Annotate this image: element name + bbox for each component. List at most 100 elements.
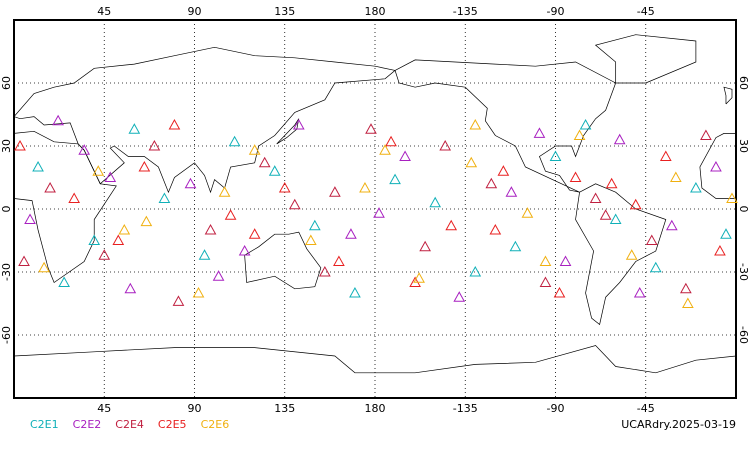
- observation-marker: [158, 192, 171, 203]
- x-tick-label: 135: [274, 402, 295, 415]
- observation-marker: [445, 219, 458, 231]
- observation-marker: [204, 223, 217, 235]
- observation-marker: [198, 249, 211, 260]
- observation-marker: [345, 228, 357, 239]
- observation-marker: [559, 255, 572, 266]
- observation-marker: [138, 160, 151, 172]
- coastline: [594, 34, 697, 84]
- observation-marker: [720, 228, 732, 239]
- observation-marker: [439, 139, 452, 151]
- x-tick-label: 90: [188, 5, 202, 18]
- observation-marker: [389, 173, 401, 185]
- observation-marker: [539, 255, 552, 266]
- observation-marker: [625, 249, 638, 260]
- observation-marker: [304, 234, 317, 245]
- observation-marker: [533, 127, 546, 138]
- y-tick-label: -30: [0, 263, 13, 281]
- x-tick-label: -135: [453, 402, 478, 415]
- legend-entry: C2E2: [73, 418, 102, 431]
- coastline: [699, 133, 736, 199]
- observation-marker: [700, 129, 712, 140]
- observation-marker: [710, 160, 722, 172]
- observation-marker: [413, 272, 425, 283]
- observation-marker: [649, 261, 662, 273]
- observation-marker: [92, 165, 105, 176]
- x-tick-label: -90: [547, 5, 565, 18]
- observation-marker: [633, 286, 646, 298]
- observation-marker: [419, 240, 431, 252]
- observation-marker: [569, 171, 582, 182]
- legend-entry: C2E6: [201, 418, 230, 431]
- observation-marker: [24, 213, 36, 224]
- observation-marker: [429, 196, 442, 208]
- observation-marker: [379, 144, 391, 155]
- observation-marker: [32, 160, 44, 172]
- observation-marker: [521, 207, 534, 218]
- observation-marker: [549, 150, 562, 161]
- observation-marker: [682, 297, 694, 308]
- observation-marker: [579, 118, 592, 130]
- observation-marker: [573, 129, 586, 140]
- y-tick-label: -30: [737, 263, 750, 281]
- observation-marker: [539, 276, 552, 287]
- observation-marker: [112, 234, 125, 245]
- observation-marker: [485, 177, 498, 189]
- observation-marker: [104, 171, 117, 182]
- observation-marker: [469, 265, 482, 277]
- observation-marker: [288, 198, 301, 210]
- observation-marker: [18, 255, 30, 266]
- observation-marker: [509, 240, 522, 252]
- x-tick-label: 180: [365, 402, 386, 415]
- observation-marker: [192, 286, 205, 298]
- x-tick-label: -135: [453, 5, 478, 18]
- observation-marker: [38, 261, 50, 273]
- observation-marker: [349, 286, 361, 298]
- observation-marker: [665, 219, 678, 231]
- observation-marker: [14, 139, 26, 151]
- observation-marker: [224, 209, 237, 220]
- observation-marker: [613, 133, 626, 145]
- observation-marker: [553, 286, 566, 298]
- observation-marker: [690, 181, 702, 193]
- coastline: [13, 130, 117, 284]
- x-tick-label: 180: [365, 5, 386, 18]
- observation-marker: [329, 186, 341, 197]
- observation-marker: [124, 282, 137, 294]
- x-tick-label: -90: [547, 402, 565, 415]
- y-tick-label: 0: [737, 206, 750, 213]
- observation-marker: [128, 123, 141, 134]
- observation-marker: [669, 171, 682, 182]
- x-tick-label: 45: [97, 402, 111, 415]
- observation-marker: [52, 114, 64, 126]
- observation-marker: [726, 192, 738, 203]
- x-tick-label: 45: [97, 5, 111, 18]
- observation-marker: [68, 192, 81, 203]
- observation-marker: [268, 165, 281, 176]
- coastline: [723, 86, 733, 105]
- observation-marker: [228, 135, 241, 147]
- y-tick-label: -60: [737, 326, 750, 344]
- observation-marker: [469, 118, 482, 130]
- observation-marker: [140, 215, 153, 227]
- observation-marker: [148, 139, 161, 151]
- observation-marker: [98, 249, 111, 260]
- observation-marker: [609, 213, 622, 224]
- y-tick-label: 60: [0, 76, 13, 90]
- observation-marker: [629, 198, 642, 210]
- observation-marker: [359, 181, 371, 193]
- observation-marker: [714, 244, 726, 256]
- observation-marker: [44, 181, 56, 193]
- observation-marker: [333, 255, 345, 266]
- observation-marker: [118, 223, 131, 235]
- coastline: [575, 183, 667, 326]
- observation-marker: [248, 144, 261, 155]
- observation-marker: [168, 118, 181, 130]
- footer-label: UCARdry.2025-03-19: [621, 418, 736, 431]
- x-tick-label: 135: [274, 5, 295, 18]
- legend-entry: C2E4: [115, 418, 144, 431]
- observation-marker: [497, 165, 510, 176]
- observation-marker: [319, 265, 331, 277]
- x-tick-label: -45: [637, 402, 655, 415]
- observation-marker: [238, 244, 251, 256]
